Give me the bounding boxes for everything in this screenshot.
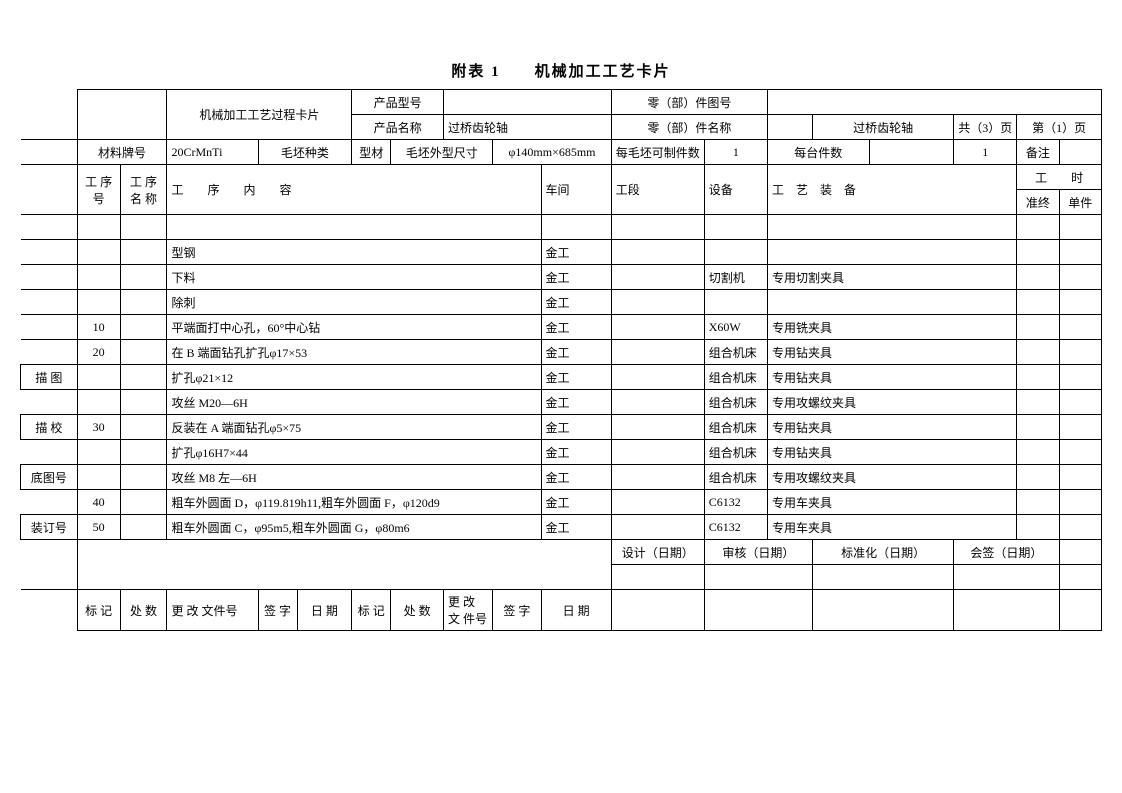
footer-date2: 日 期 [541,590,611,631]
col-content: 工 序 内 容 [167,165,541,215]
approval-standard: 标准化（日期） [813,540,954,565]
part-drawing [767,90,1101,115]
footer-count: 处 数 [120,590,167,631]
material-value: 20CrMnTi [167,140,258,165]
approval-sign: 会签（日期） [954,540,1059,565]
table-row: 描 图 扩孔φ21×12 金工 组合机床 专用钻夹具 [21,365,1102,390]
table-row: 装订号 50 粗车外圆面 C，φ95m5,粗车外圆面 G，φ80m6 金工 C6… [21,515,1102,540]
per-unit-label: 每台件数 [767,140,869,165]
product-name-label: 产品名称 [352,115,444,140]
side-check: 描 校 [21,415,78,440]
table-row: 型钢 金工 [21,240,1102,265]
table-row: 40 粗车外圆面 D，φ119.819h11,粗车外圆面 F，φ120d9 金工… [21,490,1102,515]
col-time-prep: 准终 [1017,190,1059,215]
blank-size-label: 毛坯外型尺寸 [391,140,493,165]
product-model [444,90,612,115]
footer-date: 日 期 [297,590,352,631]
table-row [21,215,1102,240]
col-time: 工 时 [1017,165,1102,190]
part-name: 过桥齿轮轴 [813,115,954,140]
approval-row: 设计（日期） 审核（日期） 标准化（日期） 会签（日期） [21,540,1102,565]
table-row: 底图号 攻丝 M8 左—6H 金工 组合机床 专用攻螺纹夹具 [21,465,1102,490]
side-base: 底图号 [21,465,78,490]
table-row: 除刺 金工 [21,290,1102,315]
table-row: 20 在 B 端面钻孔扩孔φ17×53 金工 组合机床 专用钻夹具 [21,340,1102,365]
table-row: 攻丝 M20—6H 金工 组合机床 专用攻螺纹夹具 [21,390,1102,415]
part-name-label: 零（部）件名称 [611,115,767,140]
footer-mark: 标 记 [77,590,120,631]
product-name: 过桥齿轮轴 [444,115,612,140]
side-draw: 描 图 [21,365,78,390]
page-total: 共（3）页 [954,115,1017,140]
page-current: 第（1）页 [1017,115,1102,140]
approval-review: 审核（日期） [704,540,812,565]
footer-signature2: 签 字 [493,590,541,631]
footer-signature: 签 字 [258,590,297,631]
col-workshop: 车间 [541,165,611,215]
table-row: 10 平端面打中心孔，60°中心钻 金工 X60W 专用铣夹具 [21,315,1102,340]
product-model-label: 产品型号 [352,90,444,115]
per-blank: 1 [704,140,767,165]
process-card-table: 机械加工工艺过程卡片 产品型号 零（部）件图号 产品名称 过桥齿轮轴 零（部）件… [20,89,1102,631]
col-section: 工段 [611,165,704,215]
remark [1059,140,1101,165]
remark-label: 备注 [1017,140,1059,165]
col-tooling: 工 艺 装 备 [767,165,1016,215]
blank-type-label: 毛坯种类 [258,140,352,165]
card-name: 机械加工工艺过程卡片 [167,90,352,140]
part-drawing-label: 零（部）件图号 [611,90,767,115]
side-bind: 装订号 [21,515,78,540]
footer-count2: 处 数 [391,590,444,631]
material-label: 材料牌号 [77,140,167,165]
col-equipment: 设备 [704,165,767,215]
blank-type: 型材 [352,140,391,165]
col-seq-name: 工 序名 称 [120,165,167,215]
per-unit: 1 [954,140,1017,165]
table-row: 描 校 30 反装在 A 端面钻孔φ5×75 金工 组合机床 专用钻夹具 [21,415,1102,440]
footer-doc: 更 改 文件号 [167,590,258,631]
footer-doc2: 更 改 文 件号 [444,590,493,631]
footer-row: 标 记 处 数 更 改 文件号 签 字 日 期 标 记 处 数 更 改 文 件号… [21,590,1102,631]
blank-size: φ140mm×685mm [493,140,612,165]
col-seq-no: 工 序号 [77,165,120,215]
per-blank-label: 每毛坯可制件数 [611,140,704,165]
table-row: 扩孔φ16H7×44 金工 组合机床 专用钻夹具 [21,440,1102,465]
col-time-unit: 单件 [1059,190,1101,215]
footer-mark2: 标 记 [352,590,391,631]
table-row: 下料 金工 切割机 专用切割夹具 [21,265,1102,290]
approval-design: 设计（日期） [611,540,704,565]
page-title: 附表 1 机械加工工艺卡片 [20,60,1102,81]
